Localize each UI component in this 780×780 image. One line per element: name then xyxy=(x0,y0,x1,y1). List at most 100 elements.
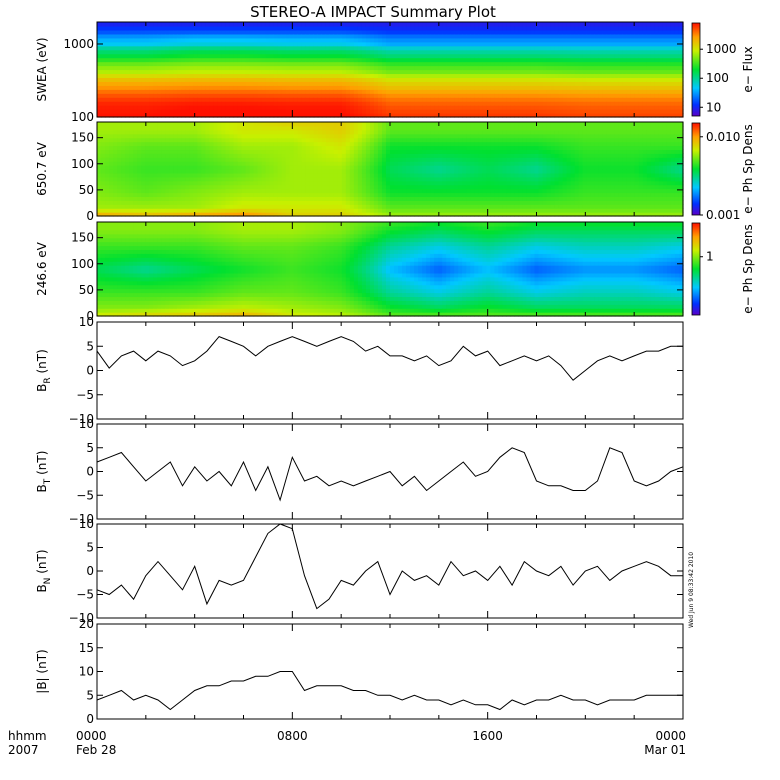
heatmap-cell xyxy=(670,37,676,43)
heatmap-cell xyxy=(446,69,451,75)
heatmap-cell xyxy=(674,89,680,94)
heatmap-cell xyxy=(646,22,652,27)
heatmap-cell xyxy=(345,113,351,118)
heatmap-cell xyxy=(121,25,126,31)
heatmap-cell xyxy=(289,180,295,186)
heatmap-cell xyxy=(654,33,660,39)
heatmap-cell xyxy=(273,89,279,94)
heatmap-cell xyxy=(442,41,447,47)
heatmap-cell xyxy=(113,77,118,82)
heatmap-cell xyxy=(313,204,319,209)
heatmap-cell xyxy=(241,153,247,158)
heatmap-cell xyxy=(245,25,251,31)
heatmap-cell xyxy=(229,157,235,162)
heatmap-cell xyxy=(361,29,367,35)
heatmap-cell xyxy=(578,29,584,35)
heatmap-cell xyxy=(229,169,235,174)
heatmap-cell xyxy=(630,69,636,75)
heatmap-cell xyxy=(337,81,343,86)
heatmap-cell xyxy=(149,157,154,162)
heatmap-cell xyxy=(402,89,407,94)
heatmap-cell xyxy=(145,53,150,59)
heatmap-cell xyxy=(490,22,495,27)
heatmap-cell xyxy=(109,97,114,102)
heatmap-cell xyxy=(161,153,166,158)
heatmap-cell xyxy=(225,208,231,213)
heatmap-cell xyxy=(658,33,664,39)
heatmap-cell xyxy=(446,73,451,79)
heatmap-cell xyxy=(606,45,612,51)
heatmap-cell xyxy=(538,93,544,98)
heatmap-cell xyxy=(121,137,126,143)
heatmap-cell xyxy=(149,172,154,178)
heatmap-cell xyxy=(510,37,516,43)
heatmap-cell xyxy=(381,49,387,55)
heatmap-cell xyxy=(301,77,307,82)
heatmap-cell xyxy=(237,49,243,55)
heatmap-cell xyxy=(534,85,540,90)
heatmap-cell xyxy=(257,204,263,209)
heatmap-cell xyxy=(674,81,680,86)
heatmap-cell xyxy=(241,125,247,131)
heatmap-cell xyxy=(225,129,231,135)
heatmap-cell xyxy=(149,57,154,63)
heatmap-cell xyxy=(197,81,202,86)
heatmap-cell xyxy=(125,133,130,139)
heatmap-cell xyxy=(301,212,307,217)
heatmap-cell xyxy=(321,97,327,102)
heatmap-cell xyxy=(578,105,584,110)
heatmap-cell xyxy=(478,49,483,55)
heatmap-cell xyxy=(249,133,255,139)
heatmap-cell xyxy=(221,101,227,106)
heatmap-cell xyxy=(313,208,319,213)
heatmap-cell xyxy=(117,165,122,170)
heatmap-cell xyxy=(357,22,363,27)
heatmap-cell xyxy=(149,105,154,110)
heatmap-cell xyxy=(634,69,640,75)
heatmap-cell xyxy=(586,85,592,90)
heatmap-cell xyxy=(546,65,552,71)
heatmap-cell xyxy=(113,109,118,114)
heatmap-cell xyxy=(225,77,231,82)
heatmap-cell xyxy=(241,85,247,90)
heatmap-cell xyxy=(121,184,126,190)
heatmap-cell xyxy=(602,25,608,31)
heatmap-cell xyxy=(570,41,576,47)
heatmap-cell xyxy=(321,145,327,151)
heatmap-cell xyxy=(185,196,190,201)
heatmap-cell xyxy=(522,29,528,35)
heatmap-cell xyxy=(125,45,130,51)
heatmap-cell xyxy=(558,29,564,35)
heatmap-cell xyxy=(369,37,375,43)
heatmap-cell xyxy=(594,113,600,118)
heatmap-cell xyxy=(642,37,648,43)
heatmap-cell xyxy=(357,113,363,118)
heatmap-cell xyxy=(133,69,138,75)
heatmap-cell xyxy=(281,161,287,166)
heatmap-cell xyxy=(514,109,520,114)
heatmap-cell xyxy=(157,133,162,139)
heatmap-cell xyxy=(614,22,620,27)
heatmap-cell xyxy=(602,101,608,106)
heatmap-cell xyxy=(562,22,568,27)
heatmap-cell xyxy=(157,49,162,55)
heatmap-cell xyxy=(426,37,431,43)
heatmap-cell xyxy=(369,101,375,106)
heatmap-cell xyxy=(193,145,198,151)
heatmap-cell xyxy=(273,53,279,59)
heatmap-cell xyxy=(217,41,223,47)
heatmap-cell xyxy=(574,69,580,75)
heatmap-cell xyxy=(265,212,271,217)
heatmap-cell xyxy=(173,157,178,162)
heatmap-cell xyxy=(313,77,319,82)
heatmap-cell xyxy=(454,109,459,114)
heatmap-cell xyxy=(377,61,383,67)
heatmap-cell xyxy=(582,97,588,102)
heatmap-cell xyxy=(422,89,427,94)
heatmap-cell xyxy=(618,45,624,51)
heatmap-cell xyxy=(598,73,604,79)
heatmap-cell xyxy=(353,41,359,47)
heatmap-cell xyxy=(273,180,279,186)
heatmap-cell xyxy=(309,109,315,114)
heatmap-cell xyxy=(638,113,644,118)
